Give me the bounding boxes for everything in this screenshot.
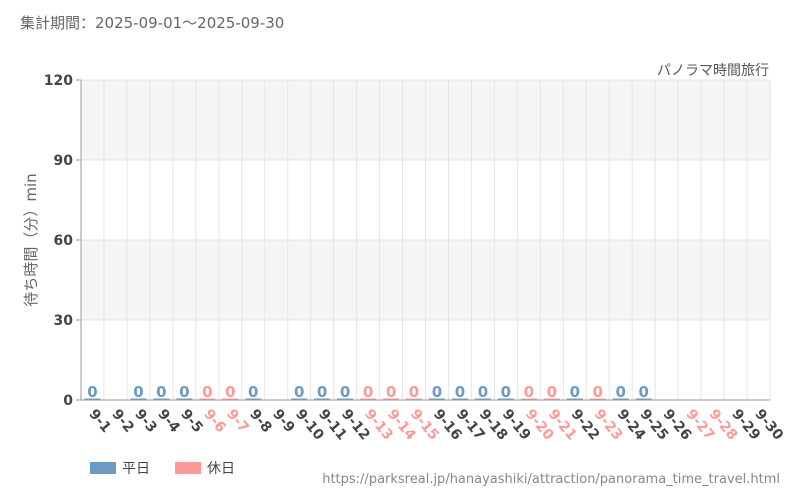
x-tick-label: 9-5 (177, 406, 206, 436)
bar (405, 398, 423, 400)
x-tick-label: 9-8 (246, 406, 275, 436)
bar (130, 398, 147, 400)
value-label: 0 (202, 383, 212, 401)
legend-holiday-label: 休日 (207, 461, 235, 477)
value-label: 0 (340, 383, 350, 401)
chart-title: パノラマ時間旅行 (657, 63, 769, 79)
y-tick-label: 90 (54, 153, 74, 169)
value-label: 0 (638, 383, 648, 401)
value-label: 0 (478, 383, 488, 401)
value-label: 0 (524, 383, 534, 401)
bar (176, 398, 193, 400)
legend-holiday: 休日 (175, 458, 235, 478)
value-label: 0 (225, 383, 235, 401)
x-tick-label: 9-3 (131, 406, 160, 436)
period-label: 集計期間：2025-09-01～2025-09-30 (20, 14, 285, 32)
legend-holiday-swatch (175, 462, 201, 474)
bar (360, 398, 377, 400)
value-label: 0 (432, 383, 442, 401)
value-label: 0 (363, 383, 373, 401)
legend-weekday-label: 平日 (122, 461, 150, 477)
value-label: 0 (87, 383, 97, 401)
x-tick-labels: 9-19-29-39-49-59-69-79-89-99-109-119-129… (85, 406, 786, 443)
x-tick-label: 9-1 (85, 406, 114, 436)
bar (520, 398, 537, 400)
bar (451, 398, 468, 400)
bar (199, 398, 216, 400)
value-label: 0 (547, 383, 557, 401)
bar (84, 398, 101, 400)
bar (566, 398, 583, 400)
bar (428, 398, 446, 400)
y-tick-label: 30 (54, 313, 74, 329)
value-label: 0 (133, 383, 143, 401)
bar (245, 398, 262, 400)
bar (635, 398, 652, 400)
x-tick-label: 9-6 (200, 406, 229, 436)
value-label: 0 (570, 383, 580, 401)
y-tick-label: 60 (54, 233, 74, 249)
x-tick-label: 9-7 (223, 406, 252, 436)
bar (474, 398, 491, 400)
y-tick-label: 0 (63, 393, 73, 409)
value-label: 0 (386, 383, 396, 401)
value-label: 0 (501, 383, 511, 401)
bar (383, 398, 400, 400)
value-label: 0 (248, 383, 258, 401)
x-tick-label: 9-9 (269, 406, 298, 436)
value-label: 0 (455, 383, 465, 401)
value-label: 0 (409, 383, 419, 401)
value-label: 0 (615, 383, 625, 401)
x-tick-label: 9-2 (108, 406, 137, 436)
value-label: 0 (156, 383, 166, 401)
y-tick-labels: 0 30 60 90 120 (44, 73, 73, 409)
bar (314, 398, 331, 400)
y-axis-label: 待ち時間（分）min (22, 173, 40, 306)
value-label: 0 (317, 383, 327, 401)
bar (337, 398, 354, 400)
x-tick-label: 9-4 (154, 406, 183, 436)
bar (153, 398, 170, 400)
source-url: https://parksreal.jp/hanayashiki/attract… (322, 472, 780, 487)
bar (612, 398, 629, 400)
bar (497, 398, 514, 400)
bar (589, 398, 606, 400)
value-label: 0 (179, 383, 189, 401)
y-tick-label: 120 (44, 73, 73, 89)
bar (222, 398, 239, 400)
legend-weekday-swatch (90, 462, 116, 474)
axes (76, 79, 770, 401)
bar-series (84, 398, 652, 400)
bar (291, 398, 308, 400)
legend-weekday: 平日 (90, 458, 150, 478)
value-label: 0 (294, 383, 304, 401)
value-label: 0 (593, 383, 603, 401)
bar (543, 398, 560, 400)
